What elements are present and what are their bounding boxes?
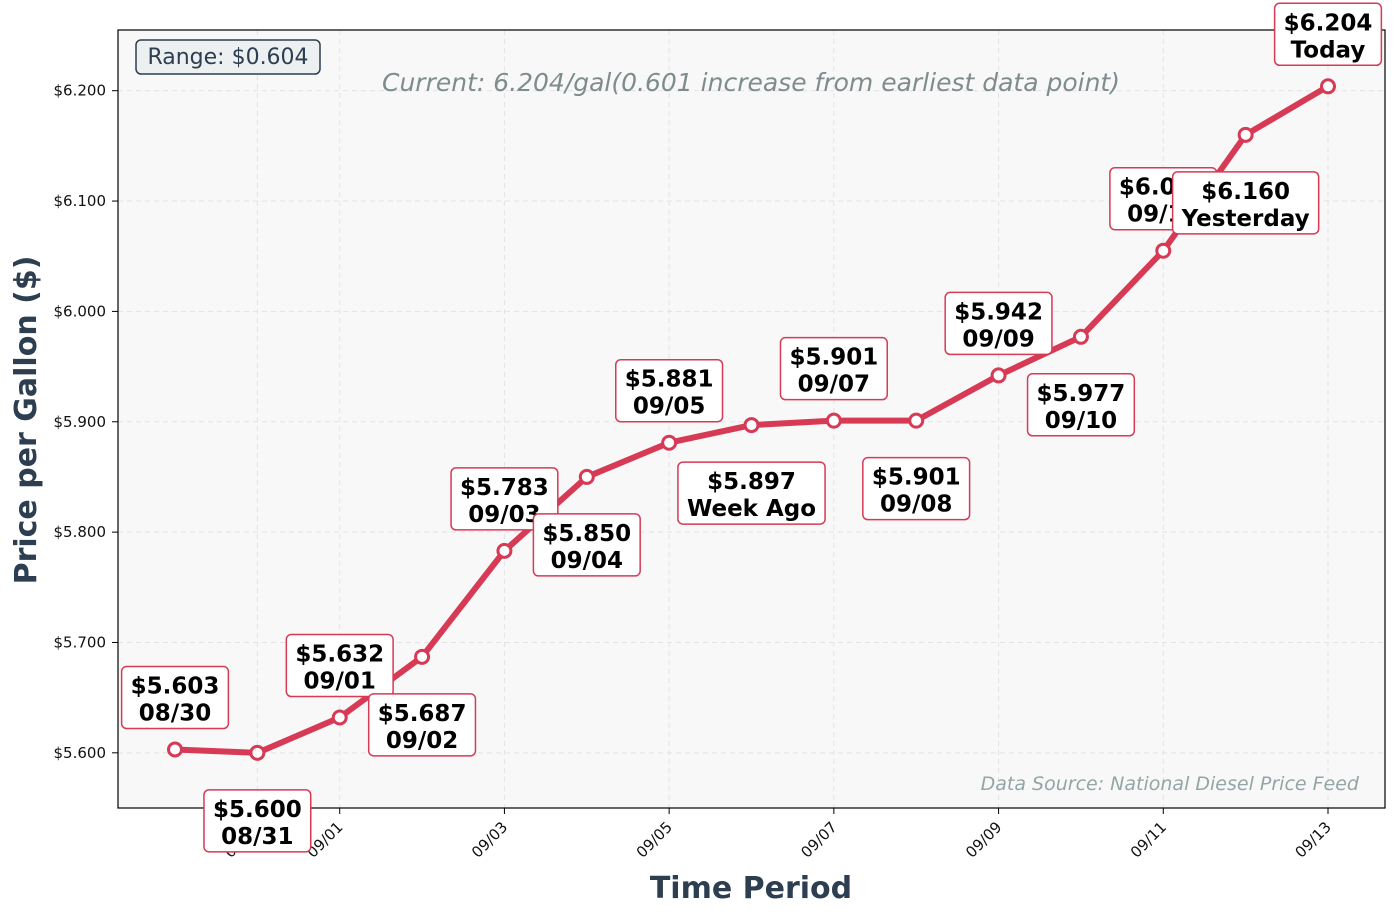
annotation-label: 09/03 (468, 502, 540, 528)
annotation-box (615, 358, 724, 423)
range-badge: Range: $0.604 (135, 39, 321, 75)
y-axis-ticks: $5.600 $5.700 $5.800 $5.900 $6.000 $6.100 $6.2… (54, 82, 118, 762)
annotation-label: 09/05 (633, 394, 705, 420)
annotation-box (450, 467, 559, 531)
annotation-price: $5.901 (789, 345, 878, 371)
data-point (990, 367, 1007, 384)
annotation-price: $6.204 (1284, 10, 1373, 36)
annotation-label: 09/10 (1045, 408, 1117, 434)
annotation-label: 09/08 (880, 492, 952, 518)
annotation-price: $6.160 (1201, 179, 1290, 205)
annotation-label: 09/04 (551, 548, 623, 574)
y-axis-title: Price per Gallon ($) (9, 256, 44, 585)
annotation-price: $5.897 (707, 469, 796, 495)
annotation-label: Today (1291, 37, 1366, 63)
x-tick-label: 09/13 (1292, 818, 1335, 861)
data-point (167, 741, 183, 758)
annotation-label: Yesterday (1181, 206, 1310, 232)
current-price-note: Current: 6.204/gal(0.601 increase from e… (382, 68, 1120, 97)
annotation-price: $5.977 (1037, 381, 1126, 407)
annotation-box (120, 665, 230, 730)
annotation-box (532, 513, 641, 577)
annotation-price: $5.942 (954, 299, 1043, 325)
data-point (331, 709, 348, 726)
annotation-box (862, 456, 971, 521)
y-tick-label: $6.100 (54, 192, 107, 210)
x-tick-label: 09/09 (962, 818, 1005, 861)
x-tick-label: 09/11 (1127, 818, 1170, 861)
annotation-price: $5.600 (213, 797, 302, 823)
range-label: Range: $0.604 (147, 45, 308, 70)
data-point (578, 468, 595, 485)
x-tick-label: 09/05 (633, 818, 676, 861)
annotation-label: 09/02 (386, 728, 458, 754)
annotation-price: $5.687 (378, 701, 467, 727)
series-line-layer (167, 78, 1336, 761)
annotation-price: $5.901 (872, 465, 961, 491)
y-tick-label: $6.000 (54, 302, 107, 320)
annotation-box (944, 291, 1053, 356)
data-point (414, 648, 431, 665)
data-point (1072, 328, 1089, 345)
y-tick-label: $6.200 (54, 82, 107, 100)
annotation-label: 09/07 (798, 372, 870, 398)
annotation-box (1273, 2, 1383, 67)
annotation-box (779, 336, 888, 401)
annotations-layer: $5.60308/30$5.60008/31$5.63209/01$5.6870… (120, 2, 1383, 853)
data-point (249, 744, 266, 761)
data-point (1155, 242, 1172, 259)
annotation-price: $5.603 (131, 674, 220, 700)
annotation-box (285, 633, 394, 698)
plot-frame (117, 29, 1386, 809)
data-point (908, 412, 925, 429)
annotation-label: 09/09 (962, 326, 1034, 352)
y-tick-label: $5.900 (54, 413, 107, 431)
x-tick-label: 09/03 (468, 818, 511, 861)
annotation-label: Week Ago (687, 496, 816, 522)
annotation-price: $5.632 (295, 642, 384, 668)
annotation-box (1171, 171, 1320, 235)
y-tick-label: $5.700 (54, 633, 107, 651)
annotation-box (367, 693, 477, 757)
annotation-price: $5.881 (625, 367, 714, 393)
data-point (1237, 126, 1254, 143)
annotation-label: 09/01 (304, 669, 376, 695)
annotation-box (203, 789, 312, 853)
data-point (743, 417, 760, 434)
annotation-label: 08/30 (139, 701, 211, 727)
annotation-box (677, 461, 826, 525)
annotation-price: $5.783 (460, 475, 549, 501)
x-tick-label: 09/07 (797, 818, 840, 861)
y-tick-label: $5.600 (54, 744, 107, 762)
annotation-price: $5.850 (542, 521, 631, 547)
data-source-note: Data Source: National Diesel Price Feed (981, 773, 1360, 795)
x-axis-title: Time Period (650, 871, 852, 906)
annotation-label: 08/31 (221, 824, 293, 850)
data-point (825, 412, 842, 429)
data-point (496, 542, 513, 559)
y-tick-label: $5.800 (54, 523, 107, 541)
annotation-box (1026, 373, 1136, 437)
data-point (661, 434, 678, 451)
data-point (1320, 78, 1336, 95)
